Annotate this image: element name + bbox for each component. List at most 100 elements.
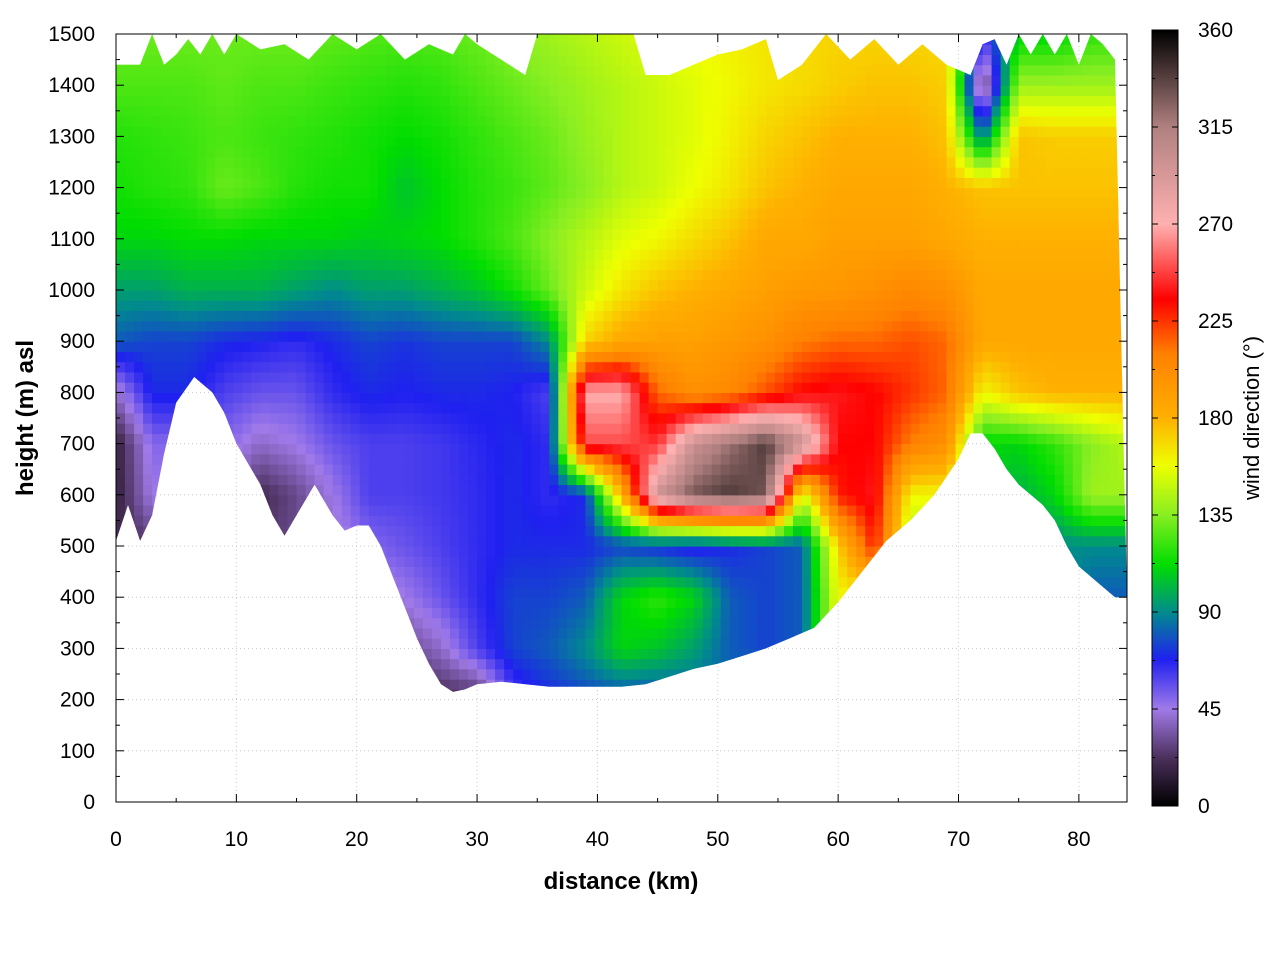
heatmap-cell <box>558 85 568 96</box>
heatmap-cell <box>567 238 577 250</box>
heatmap-cell <box>134 126 144 137</box>
heatmap-cell <box>603 546 613 557</box>
heatmap-cell <box>504 331 514 342</box>
heatmap-cell <box>404 382 415 393</box>
heatmap-cell <box>486 392 496 404</box>
heatmap-cell <box>558 556 568 567</box>
heatmap-cell <box>134 197 144 209</box>
heatmap-cell <box>422 85 433 96</box>
heatmap-cell <box>630 638 641 649</box>
heatmap-cell <box>522 464 532 475</box>
heatmap-cell <box>657 412 668 424</box>
heatmap-cell <box>747 259 758 271</box>
heatmap-cell <box>477 341 487 352</box>
heatmap-cell <box>522 505 532 516</box>
heatmap-cell <box>224 115 234 127</box>
heatmap-cell <box>747 556 758 567</box>
heatmap-cell <box>513 668 523 680</box>
heatmap-cell <box>170 126 180 137</box>
heatmap-cell <box>657 607 668 619</box>
heatmap-cell <box>323 402 334 414</box>
heatmap-cell <box>242 115 252 127</box>
heatmap-cell <box>504 464 514 475</box>
heatmap-cell <box>459 494 469 506</box>
heatmap-cell <box>738 269 749 281</box>
heatmap-cell <box>233 197 243 209</box>
heatmap-cell <box>756 105 767 117</box>
heatmap-cell <box>522 525 532 537</box>
heatmap-cell <box>477 402 487 414</box>
heatmap-cell <box>422 546 433 557</box>
heatmap-cell <box>251 402 261 414</box>
heatmap-cell <box>612 607 623 619</box>
heatmap-cell <box>134 136 144 148</box>
heatmap-cell <box>702 300 713 311</box>
heatmap-cell <box>468 423 478 434</box>
heatmap-cell <box>251 218 261 230</box>
heatmap-cell <box>359 361 370 373</box>
heatmap-cell <box>431 300 442 311</box>
heatmap-cell <box>395 269 406 281</box>
heatmap-cell <box>188 218 198 230</box>
heatmap-cell <box>287 64 298 76</box>
heatmap-cell <box>522 75 532 86</box>
heatmap-cell <box>531 34 541 45</box>
heatmap-cell <box>404 167 415 178</box>
heatmap-cell <box>477 627 487 639</box>
heatmap-cell <box>422 648 433 660</box>
heatmap-cell <box>558 279 568 291</box>
heatmap-cell <box>504 218 514 230</box>
heatmap-cell <box>134 218 144 230</box>
heatmap-cell <box>134 320 144 332</box>
heatmap-cell <box>441 515 451 527</box>
heatmap-cell <box>260 228 270 240</box>
heatmap-cell <box>404 208 415 219</box>
heatmap-cell <box>558 382 568 393</box>
heatmap-cell <box>621 382 632 393</box>
heatmap-cell <box>134 331 144 342</box>
heatmap-cell <box>125 433 135 445</box>
heatmap-cell <box>738 597 749 608</box>
heatmap-cell <box>756 361 767 373</box>
heatmap-cell <box>504 576 514 588</box>
heatmap-cell <box>549 105 559 117</box>
heatmap-cell <box>350 115 361 127</box>
heatmap-cell <box>495 156 505 168</box>
heatmap-cell <box>413 361 424 373</box>
heatmap-cell <box>567 535 577 547</box>
heatmap-cell <box>170 238 180 250</box>
heatmap-cell <box>215 371 225 383</box>
heatmap-cell <box>468 535 478 547</box>
heatmap-cell <box>450 515 460 527</box>
heatmap-cell <box>648 443 659 455</box>
heatmap-cell <box>233 423 243 434</box>
heatmap-cell <box>720 392 731 404</box>
heatmap-cell <box>468 474 478 486</box>
heatmap-cell <box>377 95 388 107</box>
heatmap-cell <box>386 361 397 373</box>
heatmap-cell <box>612 648 623 660</box>
heatmap-cell <box>422 392 433 404</box>
heatmap-cell <box>413 453 424 465</box>
heatmap-cell <box>377 218 388 230</box>
heatmap-cell <box>666 320 677 332</box>
heatmap-cell <box>576 228 586 240</box>
heatmap-cell <box>459 351 469 363</box>
heatmap-cell <box>612 525 623 537</box>
heatmap-cell <box>558 505 568 516</box>
heatmap-cell <box>413 566 424 578</box>
heatmap-cell <box>116 126 126 137</box>
heatmap-cell <box>603 228 613 240</box>
heatmap-cell <box>558 597 568 608</box>
heatmap-cell <box>784 167 794 178</box>
heatmap-cell <box>684 576 695 588</box>
heatmap-cell <box>368 34 379 45</box>
heatmap-cell <box>116 136 126 148</box>
heatmap-cell <box>684 361 695 373</box>
heatmap-cell <box>522 218 532 230</box>
heatmap-cell <box>477 75 487 86</box>
heatmap-cell <box>549 546 559 557</box>
heatmap-cell <box>657 515 668 527</box>
heatmap-cell <box>594 238 604 250</box>
heatmap-cell <box>558 576 568 588</box>
